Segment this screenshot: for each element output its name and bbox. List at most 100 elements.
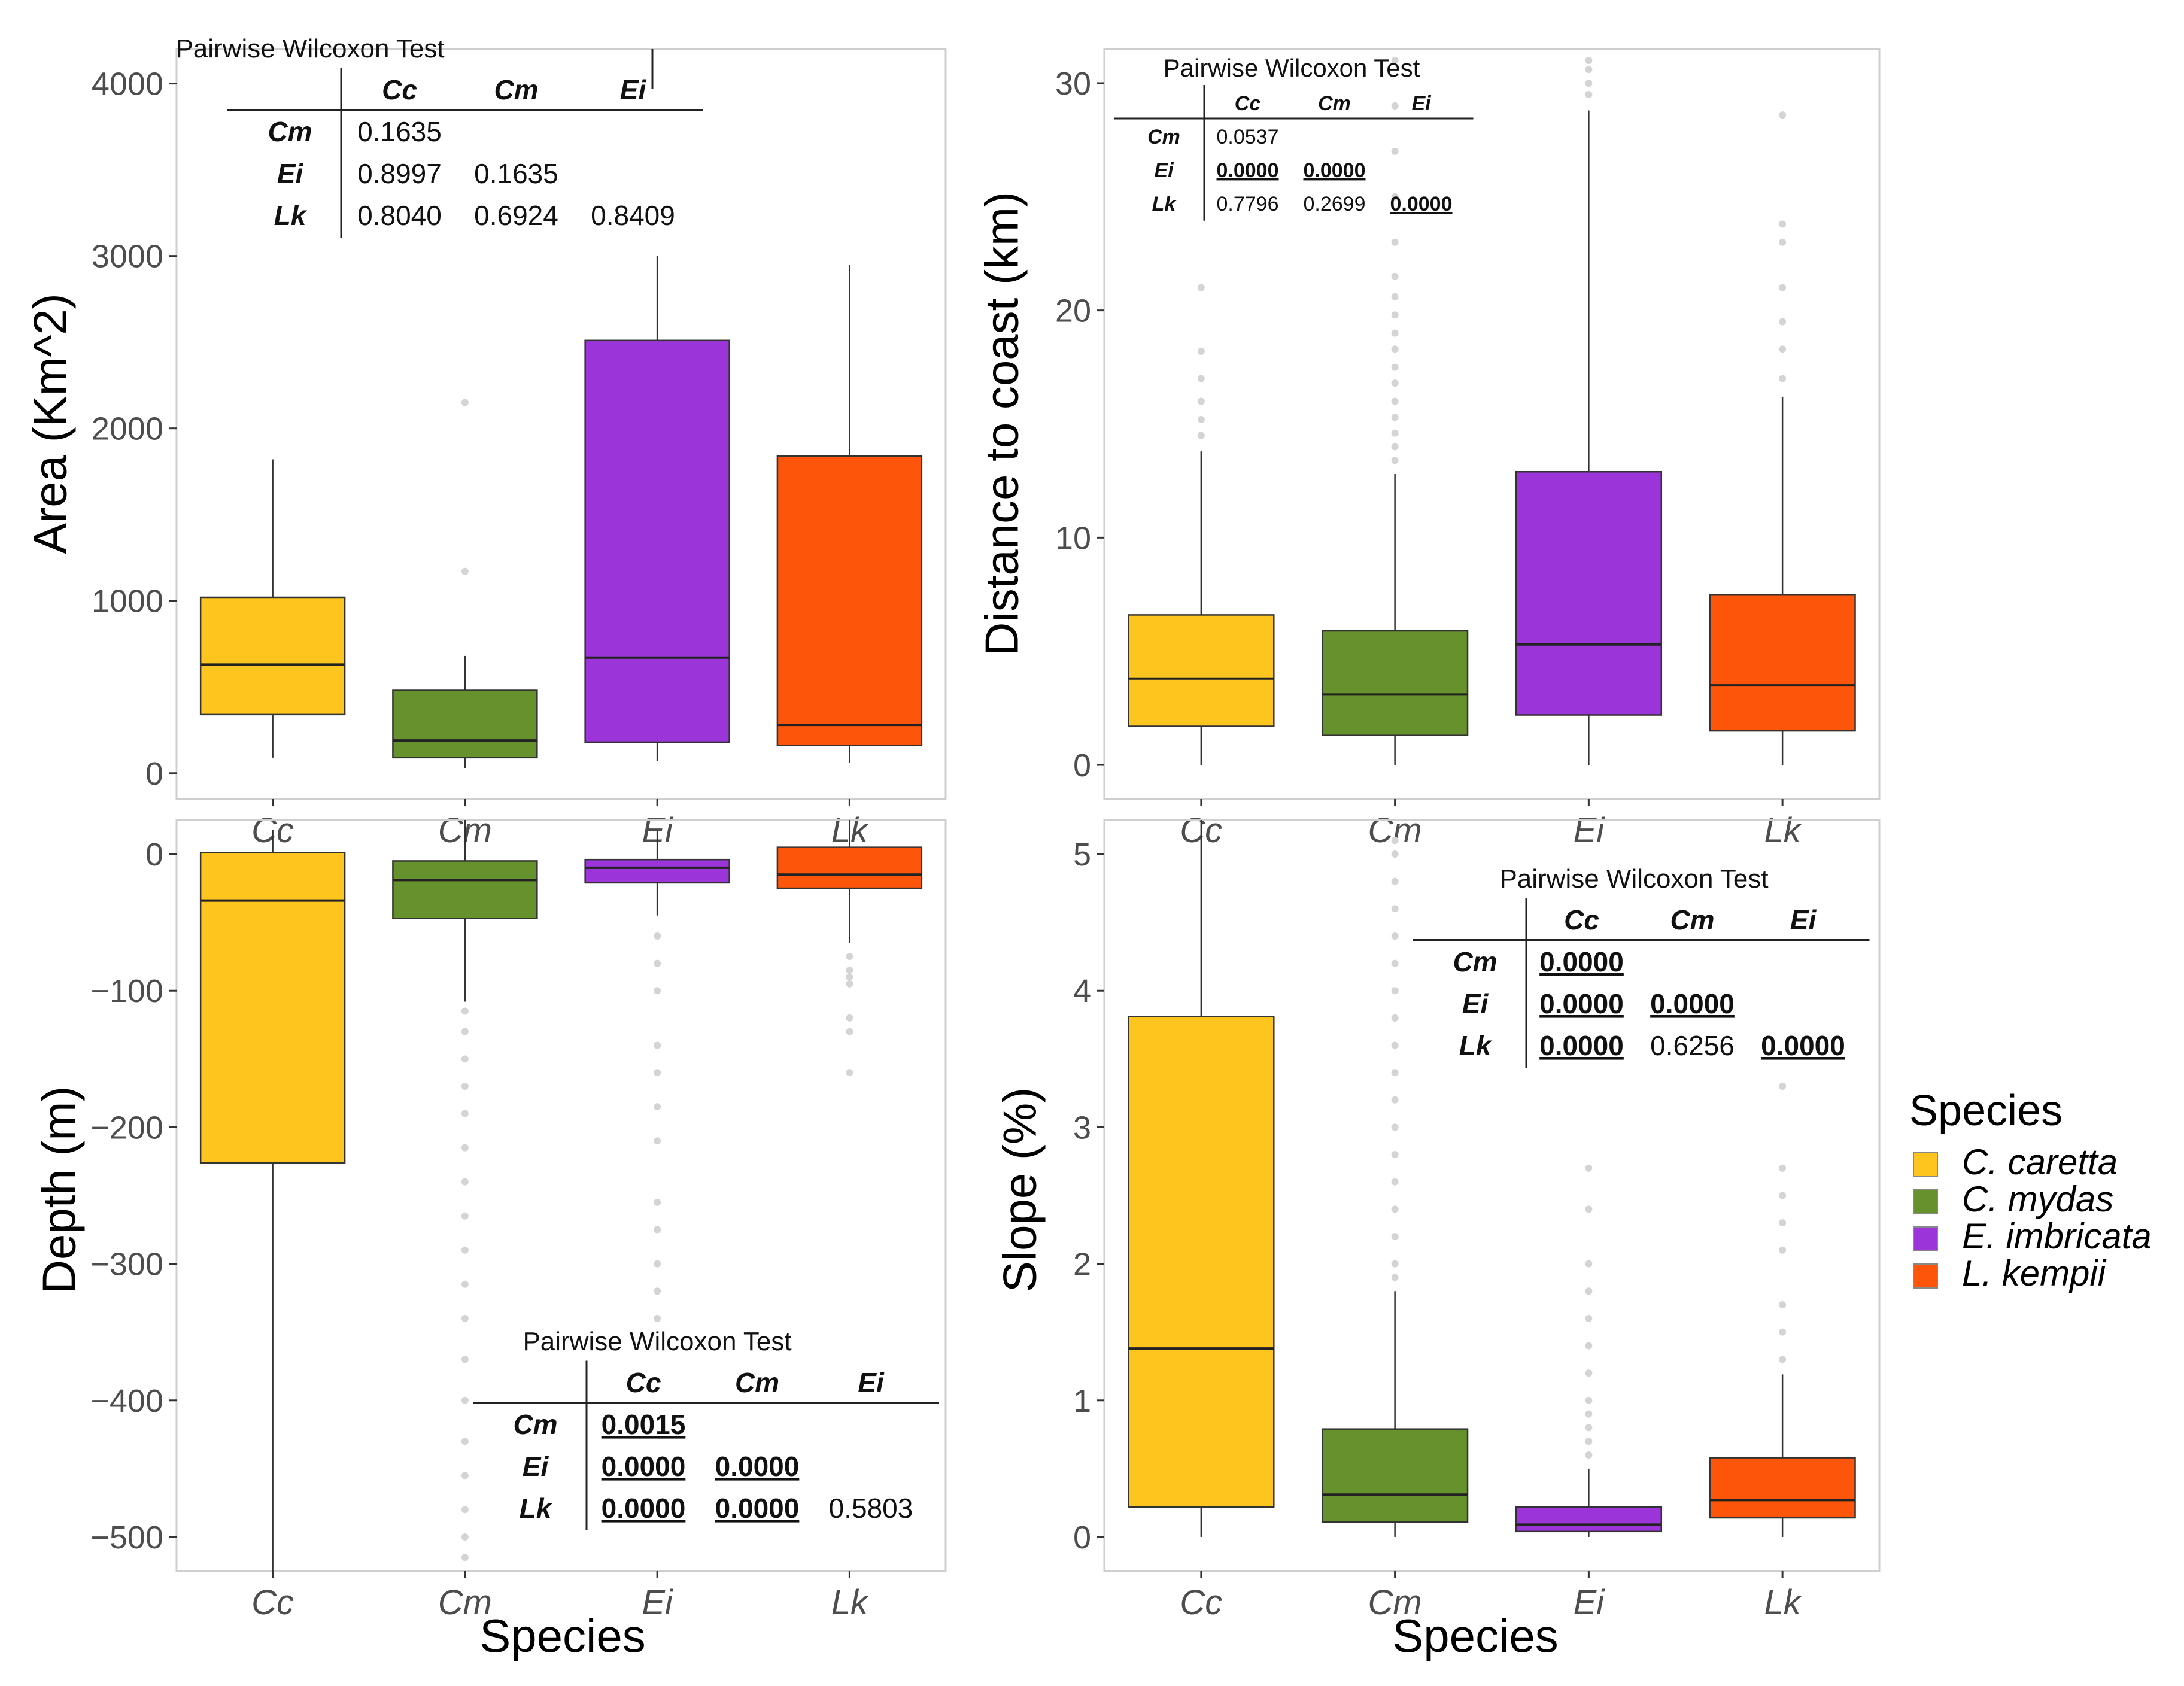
outlier-point [1391, 397, 1399, 405]
wilcoxon-table: Pairwise Wilcoxon Test Cc Cm Ei Cm 0.0537 Ei 0.… [1114, 54, 1474, 221]
outlier-point [461, 1472, 469, 1480]
outlier-point [1585, 1260, 1593, 1268]
box-Cc [199, 596, 346, 716]
outlier-point [846, 1028, 853, 1035]
y-tick-label: 0 [145, 756, 163, 792]
box-Ei [584, 339, 730, 743]
area-panel: 0 1000 2000 3000 4000 Cc Cm Ei Lk Area (Km^2) Pair… [24, 34, 947, 850]
outlier-point [654, 1260, 661, 1268]
box-Lk [1709, 1457, 1856, 1519]
x-tick-label: Lk [831, 811, 870, 850]
wilcoxon-cell: 0.1635 [357, 116, 442, 147]
wilcoxon-title: Pairwise Wilcoxon Test [1499, 864, 1768, 894]
legend-key-Cm [1913, 1189, 1938, 1214]
outlier-point [1779, 1164, 1787, 1172]
outlier-point [1197, 284, 1205, 291]
wilcoxon-cell: 0.0015 [602, 1409, 686, 1440]
outlier-point [1391, 1205, 1399, 1213]
outlier-point [1391, 147, 1399, 155]
y-tick-label: 30 [1055, 66, 1091, 102]
wilcoxon-cell: 0.8409 [591, 200, 675, 231]
y-tick-label: 0 [145, 837, 163, 873]
y-tick-label: 3 [1073, 1110, 1091, 1146]
wilcoxon-cell: 0.0000 [715, 1451, 800, 1482]
wilcoxon-col-header: Cc [1564, 904, 1599, 935]
plot-area [1128, 56, 1856, 765]
wilcoxon-col-header: Ei [1411, 92, 1432, 115]
slope-panel: 0 1 2 3 4 5 Cc Cm Ei Lk Slope (%) Pairwise Wilcoxon… [994, 819, 1881, 1622]
plot-area [199, 820, 923, 1571]
outlier-point [461, 1314, 469, 1322]
box-Cm [1321, 630, 1469, 736]
x-axis-label-left: Species [479, 1609, 646, 1662]
outlier-point [1585, 1164, 1593, 1172]
outlier-point [1391, 293, 1399, 300]
wilcoxon-cell: 0.0000 [1761, 1030, 1845, 1061]
outlier-point [1585, 1287, 1593, 1295]
plot-border [175, 48, 947, 800]
outlier-point [1779, 1301, 1787, 1309]
outlier-point [461, 1554, 469, 1562]
outlier-point [1779, 1219, 1787, 1227]
x-tick-label: Cm [1368, 1583, 1422, 1622]
plot-border [175, 819, 947, 1572]
y-axis-label: Area (Km^2) [24, 293, 77, 554]
wilcoxon-cell: 0.0000 [1539, 988, 1624, 1019]
wilcoxon-cell: 0.6256 [1650, 1030, 1735, 1061]
y-tick-label: 3000 [92, 239, 163, 275]
outlier-point [461, 1082, 469, 1090]
outlier-point [1779, 375, 1787, 382]
outlier-point [1391, 379, 1399, 387]
outlier-point [1197, 432, 1205, 439]
wilcoxon-cell: 0.0000 [602, 1451, 686, 1482]
outlier-point [654, 932, 661, 940]
plot-border [1103, 819, 1881, 1572]
y-tick-label: 0 [1073, 1520, 1091, 1556]
wilcoxon-col-header: Cc [626, 1367, 661, 1398]
wilcoxon-col-header: Cm [1670, 904, 1714, 935]
outlier-point [654, 1137, 661, 1145]
outlier-point [1391, 1069, 1399, 1077]
outlier-point [1391, 1096, 1399, 1104]
wilcoxon-col-header: Ei [1790, 904, 1817, 935]
y-tick-label: 1 [1073, 1383, 1091, 1419]
outlier-point [1391, 959, 1399, 967]
outlier-point [1391, 457, 1399, 464]
y-tick-label: 5 [1073, 837, 1091, 873]
outlier-point [461, 1246, 469, 1254]
wilcoxon-row-label: Lk [274, 200, 308, 231]
distance-panel: 0 10 20 30 Cc Cm Ei Lk Distance to coast (km) Pai… [976, 48, 1881, 850]
outlier-point [461, 1110, 469, 1117]
outlier-point [1391, 1260, 1399, 1268]
outlier-point [461, 567, 469, 575]
outlier-point [1391, 1151, 1399, 1159]
outlier-point [1585, 1205, 1593, 1213]
outlier-point [1391, 329, 1399, 337]
outlier-point [1391, 1123, 1399, 1131]
outlier-point [461, 1178, 469, 1186]
outlier-point [1391, 1274, 1399, 1281]
wilcoxon-table: Pairwise Wilcoxon Test Cc Cm Ei Cm 0.0000 Ei 0.… [1413, 864, 1870, 1068]
box-Cc [1128, 614, 1275, 727]
outlier-point [1585, 1314, 1593, 1322]
y-tick-label: 10 [1055, 520, 1091, 556]
outlier-point [1585, 1369, 1593, 1377]
wilcoxon-table: Pairwise Wilcoxon Test Cc Cm Ei Cm 0.1635 Ei 0.… [175, 34, 703, 238]
wilcoxon-cell: 0.5803 [829, 1493, 913, 1524]
x-tick-label: Ei [642, 1583, 674, 1622]
outlier-point [1779, 1356, 1787, 1363]
wilcoxon-row-label: Lk [1152, 193, 1177, 215]
plot-area [1128, 820, 1856, 1537]
outlier-point [1585, 1424, 1593, 1432]
outlier-point [1779, 1082, 1787, 1090]
outlier-point [846, 953, 853, 961]
box-Ei [1515, 470, 1663, 716]
outlier-point [1391, 238, 1399, 246]
wilcoxon-cell: 0.2699 [1304, 193, 1366, 215]
wilcoxon-cell: 0.0000 [1539, 946, 1624, 977]
outlier-point [1779, 318, 1787, 326]
outlier-point [461, 1055, 469, 1063]
outlier-point [1585, 1410, 1593, 1418]
outlier-point [461, 1144, 469, 1152]
